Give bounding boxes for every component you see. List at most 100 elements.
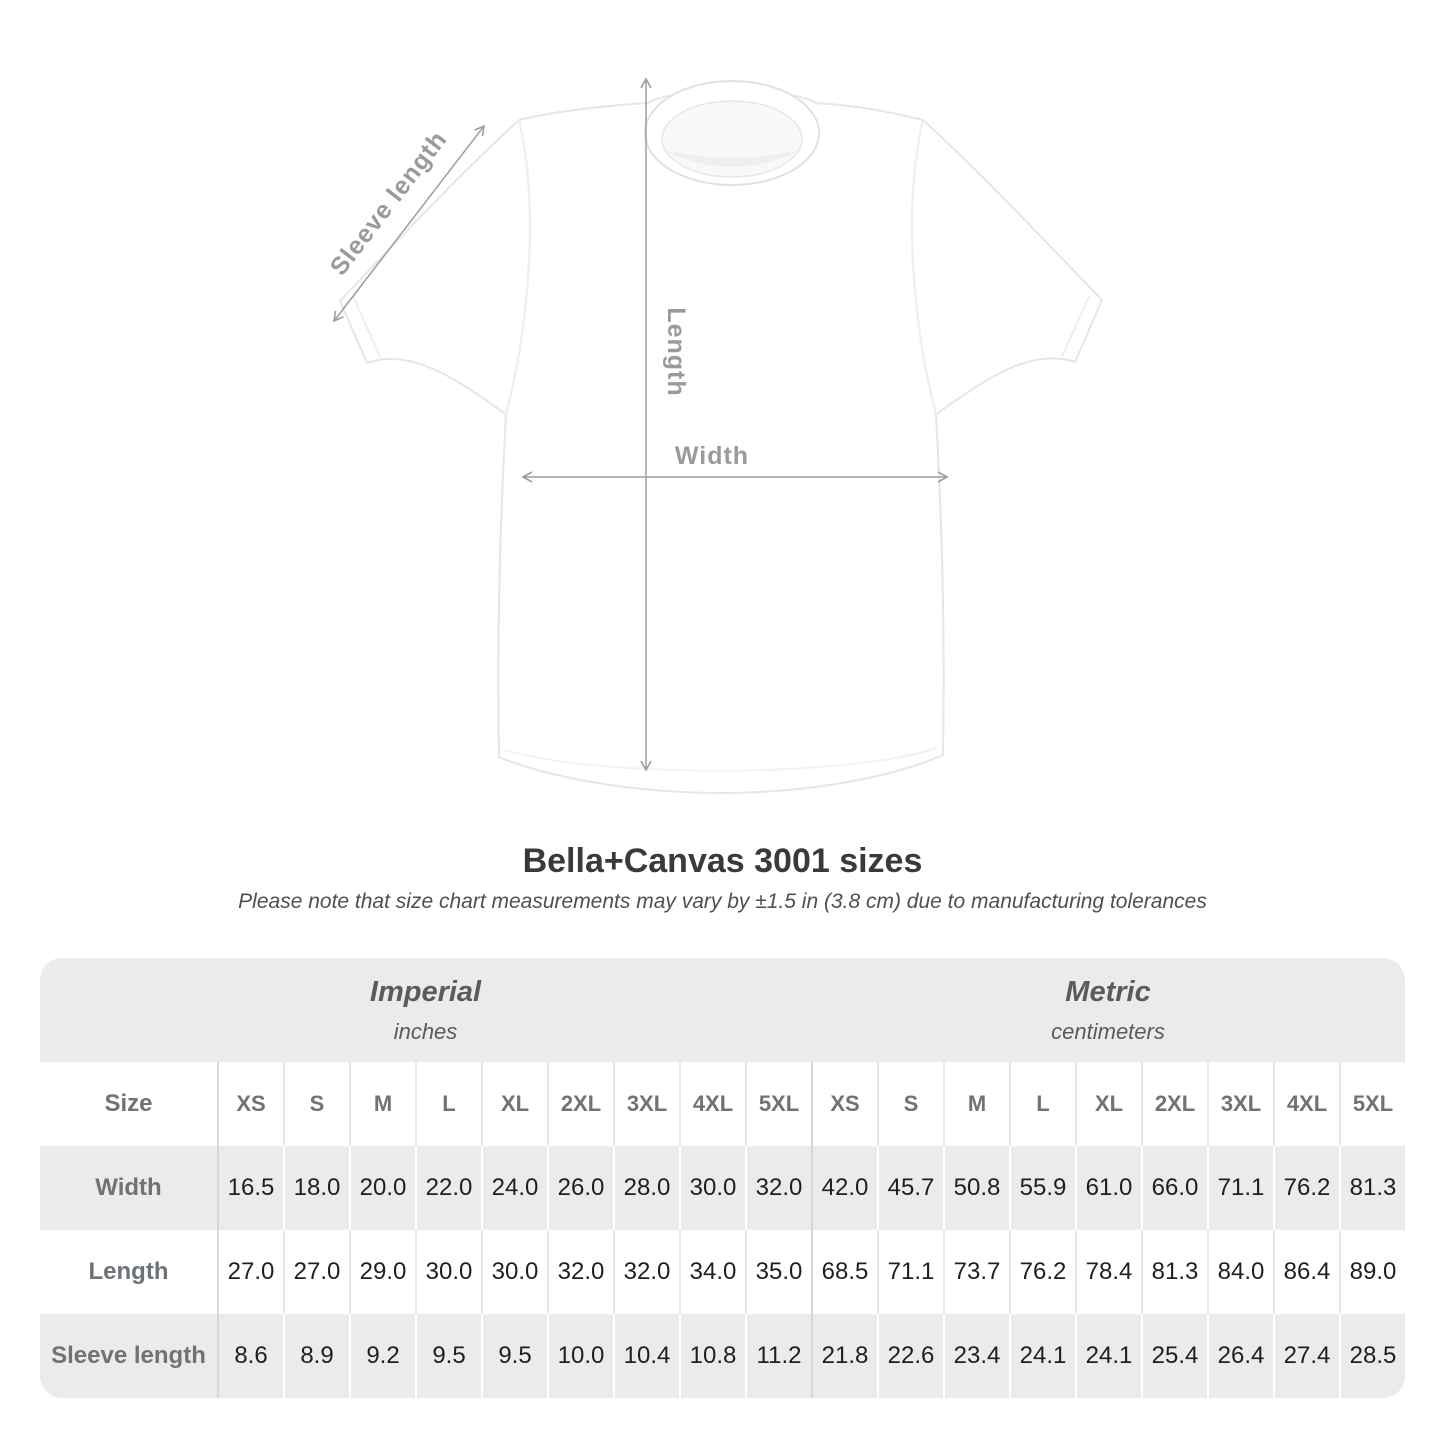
width-cell: 50.8: [943, 1146, 1009, 1230]
sleeve-cell: 21.8: [811, 1314, 877, 1398]
sleeve-cell: 25.4: [1141, 1314, 1207, 1398]
width-cell: 16.5: [217, 1146, 283, 1230]
tshirt-measurement-diagram: Sleeve length Length Width: [325, 77, 1103, 794]
page-title: Bella+Canvas 3001 sizes: [522, 842, 923, 880]
size-col-imperial: S: [283, 1062, 349, 1146]
size-chart-table: Imperial inches Metric centimeters Size …: [40, 958, 1405, 1398]
sleeve-length-arrow: [332, 124, 486, 323]
width-cell: 32.0: [745, 1146, 811, 1230]
width-cell: 55.9: [1009, 1146, 1075, 1230]
length-cell: 76.2: [1009, 1230, 1075, 1314]
sleeve-cell: 26.4: [1207, 1314, 1273, 1398]
length-cell: 71.1: [877, 1230, 943, 1314]
sleeve-cell: 8.9: [283, 1314, 349, 1398]
length-cell: 84.0: [1207, 1230, 1273, 1314]
length-cell: 86.4: [1273, 1230, 1339, 1314]
width-cell: 18.0: [283, 1146, 349, 1230]
size-col-metric: 3XL: [1207, 1062, 1273, 1146]
length-cell: 27.0: [217, 1230, 283, 1314]
sleeve-cell: 23.4: [943, 1314, 1009, 1398]
width-label: Width: [675, 442, 749, 470]
width-cell: 20.0: [349, 1146, 415, 1230]
width-cell: 71.1: [1207, 1146, 1273, 1230]
row-label-sleeve-length: Sleeve length: [40, 1314, 217, 1398]
sleeve-cell: 24.1: [1075, 1314, 1141, 1398]
sleeve-cell: 11.2: [745, 1314, 811, 1398]
size-col-metric: XS: [811, 1062, 877, 1146]
metric-band: Metric centimeters: [811, 958, 1405, 1062]
length-cell: 29.0: [349, 1230, 415, 1314]
size-header-row: Size XS S M L XL 2XL 3XL 4XL 5XL XS S M …: [40, 1062, 1405, 1146]
size-col-metric: XL: [1075, 1062, 1141, 1146]
width-cell: 81.3: [1339, 1146, 1405, 1230]
length-cell: 27.0: [283, 1230, 349, 1314]
width-cell: 45.7: [877, 1146, 943, 1230]
row-label-length: Length: [40, 1230, 217, 1314]
size-col-metric: L: [1009, 1062, 1075, 1146]
size-col-imperial: 4XL: [679, 1062, 745, 1146]
size-col-imperial: 2XL: [547, 1062, 613, 1146]
size-col-imperial: XL: [481, 1062, 547, 1146]
metric-label: Metric: [1065, 975, 1151, 1008]
length-label: Length: [662, 307, 690, 396]
size-col-metric: 5XL: [1339, 1062, 1405, 1146]
width-cell: 42.0: [811, 1146, 877, 1230]
sleeve-cell: 27.4: [1273, 1314, 1339, 1398]
hem-seam: [504, 747, 938, 772]
length-cell: 68.5: [811, 1230, 877, 1314]
unit-band-row: Imperial inches Metric centimeters: [40, 958, 1405, 1062]
length-cell: 32.0: [547, 1230, 613, 1314]
size-col-imperial: 5XL: [745, 1062, 811, 1146]
sleeve-cell: 8.6: [217, 1314, 283, 1398]
size-col-imperial: L: [415, 1062, 481, 1146]
length-cell: 34.0: [679, 1230, 745, 1314]
width-cell: 76.2: [1273, 1146, 1339, 1230]
sleeve-cell: 22.6: [877, 1314, 943, 1398]
width-cell: 66.0: [1141, 1146, 1207, 1230]
metric-units-label: centimeters: [1051, 1018, 1165, 1044]
left-armhole-seam: [504, 119, 532, 415]
imperial-label: Imperial: [369, 975, 482, 1008]
right-cuff-seam: [1061, 295, 1090, 358]
sleeve-length-row: Sleeve length 8.6 8.9 9.2 9.5 9.5 10.0 1…: [40, 1314, 1405, 1398]
size-header: Size: [40, 1062, 217, 1146]
width-cell: 61.0: [1075, 1146, 1141, 1230]
length-cell: 89.0: [1339, 1230, 1405, 1314]
sleeve-cell: 10.8: [679, 1314, 745, 1398]
length-cell: 30.0: [481, 1230, 547, 1314]
size-col-imperial: XS: [217, 1062, 283, 1146]
length-cell: 32.0: [613, 1230, 679, 1314]
right-armhole-seam: [910, 119, 938, 415]
imperial-band: Imperial inches: [40, 958, 811, 1062]
collar-shadow: [664, 150, 800, 167]
width-cell: 28.0: [613, 1146, 679, 1230]
sleeve-cell: 9.2: [349, 1314, 415, 1398]
length-cell: 30.0: [415, 1230, 481, 1314]
tolerance-note: Please note that size chart measurements…: [238, 890, 1207, 913]
sleeve-cell: 24.1: [1009, 1314, 1075, 1398]
sleeve-cell: 9.5: [481, 1314, 547, 1398]
length-cell: 81.3: [1141, 1230, 1207, 1314]
measurement-arrows: [332, 77, 949, 772]
size-col-metric: 2XL: [1141, 1062, 1207, 1146]
tshirt-graphic: [339, 80, 1103, 794]
width-cell: 30.0: [679, 1146, 745, 1230]
size-col-imperial: M: [349, 1062, 415, 1146]
sleeve-cell: 28.5: [1339, 1314, 1405, 1398]
imperial-units-label: inches: [393, 1018, 458, 1044]
size-col-metric: S: [877, 1062, 943, 1146]
sleeve-cell: 10.4: [613, 1314, 679, 1398]
length-cell: 73.7: [943, 1230, 1009, 1314]
width-cell: 26.0: [547, 1146, 613, 1230]
sleeve-cell: 9.5: [415, 1314, 481, 1398]
width-cell: 24.0: [481, 1146, 547, 1230]
width-cell: 22.0: [415, 1146, 481, 1230]
length-cell: 35.0: [745, 1230, 811, 1314]
size-col-metric: 4XL: [1273, 1062, 1339, 1146]
length-cell: 78.4: [1075, 1230, 1141, 1314]
length-row: Length 27.0 27.0 29.0 30.0 30.0 32.0 32.…: [40, 1230, 1405, 1314]
size-col-metric: M: [943, 1062, 1009, 1146]
width-row: Width 16.5 18.0 20.0 22.0 24.0 26.0 28.0…: [40, 1146, 1405, 1230]
size-col-imperial: 3XL: [613, 1062, 679, 1146]
row-label-width: Width: [40, 1146, 217, 1230]
